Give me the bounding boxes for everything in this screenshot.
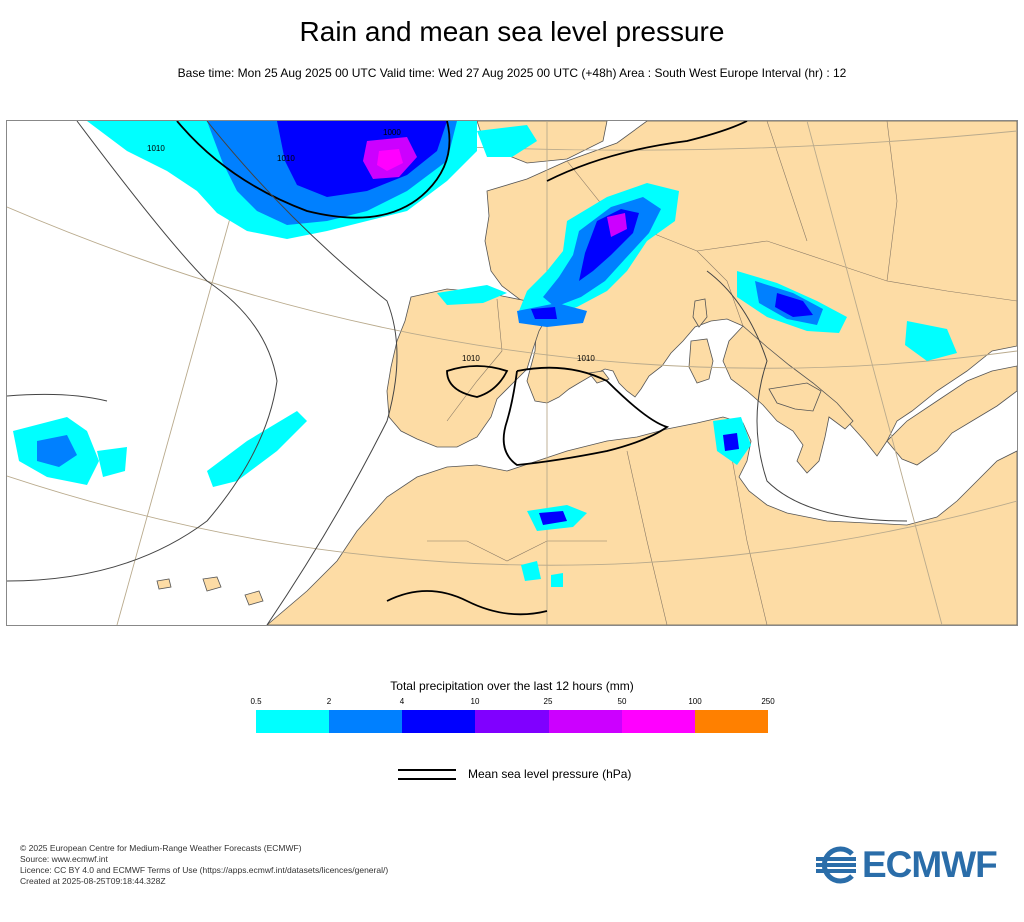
chart-title: Rain and mean sea level pressure [299,16,725,47]
isobar-thin-layer [7,121,908,625]
legend-tick: 2 [326,697,332,706]
legend-tick: 100 [688,697,702,706]
precip-italy-heavy [775,293,813,317]
precip-catalonia-core [531,307,557,319]
pressure-legend: Mean sea level pressure (hPa) [398,764,678,788]
legend-tick: 50 [617,697,627,706]
licence-line: Licence: CC BY 4.0 and ECMWF Terms of Us… [20,865,389,875]
isobar-label: 1010 [577,354,595,363]
ecmwf-logo-text: ECMWF [862,844,998,885]
legend-swatch [256,710,330,733]
isobar-label: 1000 [383,128,401,137]
isobar-label: 1010 [462,354,480,363]
legend-swatch [329,710,403,733]
precip-layer [13,121,957,587]
legend-tick: 10 [470,697,480,706]
credits-block: © 2025 European Centre for Medium-Range … [20,843,388,887]
pressure-legend-line [398,769,456,771]
precip-legend-title: Total precipitation over the last 12 hou… [390,679,634,693]
precip-atlas-heavy [539,511,567,525]
precip-sahara-1 [521,561,541,581]
land-greece [886,365,1017,466]
legend-tick: 250 [761,697,775,706]
copyright-line: © 2025 European Centre for Medium-Range … [20,843,302,853]
legend-swatch [548,710,622,733]
precip-tunisia-heavy [723,433,739,451]
precip-color-bar [256,710,768,733]
isobar-label: 1010 [147,144,165,153]
legend-swatch [475,710,549,733]
map-canvas: 1010 1010 1010 1010 1000 [7,121,1017,625]
ecmwf-logo: ECMWF [812,846,1008,884]
pressure-legend-label: Mean sea level pressure (hPa) [468,767,632,781]
legend-tick: 4 [399,697,405,706]
land-canaries-1 [156,578,172,590]
created-line: Created at 2025-08-25T09:18:44.328Z [20,876,166,886]
forecast-map: 1010 1010 1010 1010 1000 [6,120,1018,626]
isobar-layer [176,121,748,616]
isobar-label: 1010 [277,154,295,163]
source-line: Source: www.ecmwf.int [20,854,108,864]
precip-legend-ticks: 0.5 2 4 10 25 50 100 250 [250,697,774,709]
precip-atlantic-west-4 [97,447,127,477]
pressure-legend-line [398,778,456,780]
precip-atlantic-west-3 [207,411,307,487]
isobar-1010-iberia [446,365,509,398]
legend-swatch [402,710,476,733]
isobar-1010-europe [546,121,748,182]
chart-subtitle: Base time: Mon 25 Aug 2025 00 UTC Valid … [177,66,847,80]
legend-swatch [621,710,695,733]
legend-tick: 25 [543,697,553,706]
precip-atlantic-west-2 [37,435,77,467]
land-sicily [768,382,822,412]
precip-channel [477,125,537,157]
isobar-1000 [176,121,451,219]
ecmwf-logo-icon [816,846,856,884]
legend-tick: 0.5 [250,697,262,706]
land-canaries-3 [244,590,264,606]
land-canaries-2 [202,576,222,592]
precip-biscay [437,285,507,305]
precip-balkans [905,321,957,361]
isobar-1010-med [502,366,670,466]
precip-sahara-2 [551,573,563,587]
legend-swatch [694,710,768,733]
land-corsica [692,298,708,328]
precip-alps-core [607,213,627,237]
isobar-labels: 1010 1010 1010 1010 1000 [147,128,595,363]
isobar-1010-africa [386,590,548,616]
precip-atlantic-peak [377,149,403,171]
